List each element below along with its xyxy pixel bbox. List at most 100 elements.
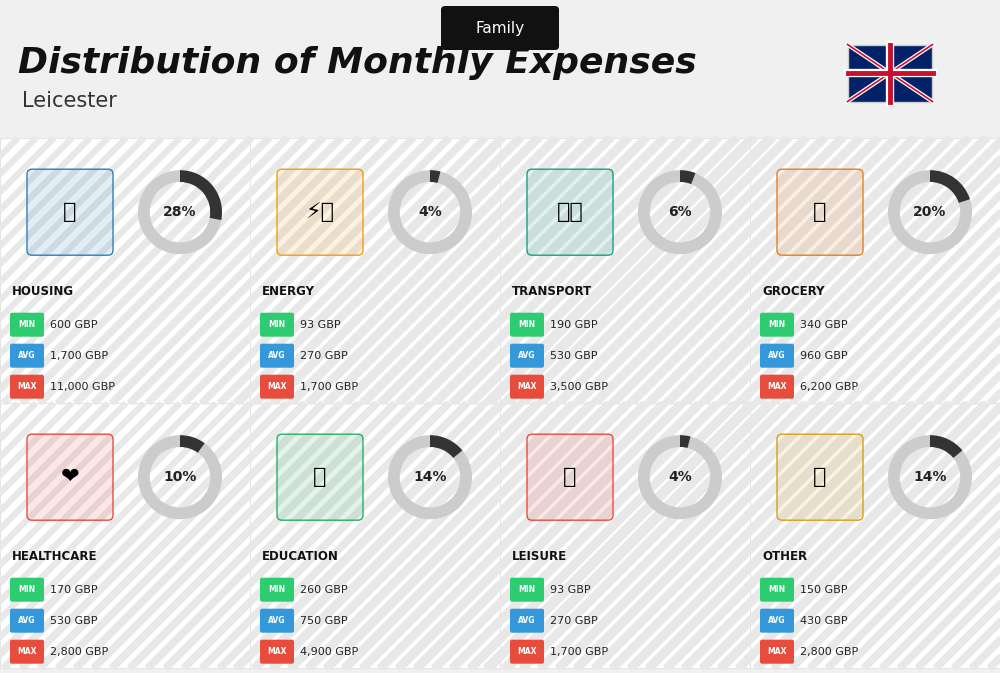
- Text: 190 GBP: 190 GBP: [550, 320, 598, 330]
- Text: AVG: AVG: [268, 616, 286, 625]
- FancyBboxPatch shape: [500, 403, 750, 668]
- Text: 960 GBP: 960 GBP: [800, 351, 848, 361]
- FancyBboxPatch shape: [277, 169, 363, 255]
- Wedge shape: [638, 435, 722, 519]
- Text: ❤️: ❤️: [61, 467, 79, 487]
- Text: EDUCATION: EDUCATION: [262, 551, 339, 563]
- Text: 430 GBP: 430 GBP: [800, 616, 848, 626]
- Text: MAX: MAX: [267, 647, 287, 656]
- Text: TRANSPORT: TRANSPORT: [512, 285, 592, 298]
- Text: 530 GBP: 530 GBP: [50, 616, 98, 626]
- Text: 🚌🚗: 🚌🚗: [557, 202, 583, 222]
- FancyBboxPatch shape: [760, 344, 794, 367]
- Text: 2,800 GBP: 2,800 GBP: [50, 647, 108, 657]
- Text: 4%: 4%: [668, 470, 692, 484]
- Text: AVG: AVG: [518, 351, 536, 360]
- FancyBboxPatch shape: [510, 344, 544, 367]
- FancyBboxPatch shape: [10, 375, 44, 398]
- Text: AVG: AVG: [18, 351, 36, 360]
- FancyBboxPatch shape: [260, 313, 294, 336]
- FancyBboxPatch shape: [10, 608, 44, 633]
- Text: MIN: MIN: [268, 586, 286, 594]
- Wedge shape: [430, 435, 462, 458]
- Text: ⚡🏠: ⚡🏠: [306, 202, 334, 222]
- Wedge shape: [138, 435, 222, 519]
- Text: 4,900 GBP: 4,900 GBP: [300, 647, 358, 657]
- Text: 6,200 GBP: 6,200 GBP: [800, 382, 858, 392]
- Text: 💰: 💰: [813, 467, 827, 487]
- Text: AVG: AVG: [768, 351, 786, 360]
- Text: MIN: MIN: [268, 320, 286, 329]
- Text: MAX: MAX: [267, 382, 287, 391]
- FancyBboxPatch shape: [848, 44, 932, 102]
- FancyBboxPatch shape: [527, 434, 613, 520]
- Text: MIN: MIN: [768, 320, 786, 329]
- Text: 1,700 GBP: 1,700 GBP: [550, 647, 608, 657]
- Text: ENERGY: ENERGY: [262, 285, 315, 298]
- Text: 🎓: 🎓: [313, 467, 327, 487]
- FancyBboxPatch shape: [260, 375, 294, 398]
- FancyBboxPatch shape: [260, 344, 294, 367]
- Text: MAX: MAX: [767, 647, 787, 656]
- Text: 2,800 GBP: 2,800 GBP: [800, 647, 858, 657]
- FancyBboxPatch shape: [27, 169, 113, 255]
- Text: 4%: 4%: [418, 205, 442, 219]
- FancyBboxPatch shape: [760, 608, 794, 633]
- Wedge shape: [930, 170, 970, 203]
- FancyBboxPatch shape: [441, 6, 559, 50]
- Text: Leicester: Leicester: [22, 91, 117, 111]
- Text: 11,000 GBP: 11,000 GBP: [50, 382, 115, 392]
- Text: MAX: MAX: [517, 382, 537, 391]
- Text: 1,700 GBP: 1,700 GBP: [50, 351, 108, 361]
- FancyBboxPatch shape: [260, 577, 294, 602]
- Text: 14%: 14%: [413, 470, 447, 484]
- Text: 150 GBP: 150 GBP: [800, 585, 848, 595]
- FancyBboxPatch shape: [10, 313, 44, 336]
- FancyBboxPatch shape: [760, 313, 794, 336]
- Text: 270 GBP: 270 GBP: [300, 351, 348, 361]
- FancyBboxPatch shape: [10, 344, 44, 367]
- Text: 750 GBP: 750 GBP: [300, 616, 348, 626]
- Text: MIN: MIN: [518, 586, 536, 594]
- FancyBboxPatch shape: [277, 434, 363, 520]
- Text: GROCERY: GROCERY: [762, 285, 824, 298]
- FancyBboxPatch shape: [527, 169, 613, 255]
- Text: 340 GBP: 340 GBP: [800, 320, 848, 330]
- Text: 270 GBP: 270 GBP: [550, 616, 598, 626]
- FancyBboxPatch shape: [0, 138, 250, 403]
- FancyBboxPatch shape: [10, 640, 44, 664]
- Text: 6%: 6%: [668, 205, 692, 219]
- FancyBboxPatch shape: [510, 375, 544, 398]
- Text: 🛒: 🛒: [813, 202, 827, 222]
- Text: Distribution of Monthly Expenses: Distribution of Monthly Expenses: [18, 46, 697, 80]
- Text: MAX: MAX: [17, 647, 37, 656]
- Text: HEALTHCARE: HEALTHCARE: [12, 551, 98, 563]
- Text: 10%: 10%: [163, 470, 197, 484]
- Text: MIN: MIN: [18, 586, 36, 594]
- Text: 600 GBP: 600 GBP: [50, 320, 98, 330]
- FancyBboxPatch shape: [510, 640, 544, 664]
- FancyBboxPatch shape: [260, 608, 294, 633]
- Text: MAX: MAX: [767, 382, 787, 391]
- Text: 20%: 20%: [913, 205, 947, 219]
- FancyBboxPatch shape: [760, 640, 794, 664]
- Wedge shape: [180, 170, 222, 220]
- Text: 3,500 GBP: 3,500 GBP: [550, 382, 608, 392]
- Wedge shape: [388, 435, 472, 519]
- FancyBboxPatch shape: [760, 375, 794, 398]
- FancyBboxPatch shape: [750, 138, 1000, 403]
- Text: 530 GBP: 530 GBP: [550, 351, 598, 361]
- Wedge shape: [680, 170, 695, 184]
- FancyBboxPatch shape: [777, 434, 863, 520]
- Text: MIN: MIN: [18, 320, 36, 329]
- Text: OTHER: OTHER: [762, 551, 807, 563]
- Wedge shape: [888, 435, 972, 519]
- Wedge shape: [680, 435, 690, 448]
- Text: MAX: MAX: [17, 382, 37, 391]
- FancyBboxPatch shape: [27, 434, 113, 520]
- Wedge shape: [388, 170, 472, 254]
- FancyBboxPatch shape: [510, 577, 544, 602]
- Wedge shape: [888, 170, 972, 254]
- Text: AVG: AVG: [268, 351, 286, 360]
- FancyBboxPatch shape: [500, 138, 750, 403]
